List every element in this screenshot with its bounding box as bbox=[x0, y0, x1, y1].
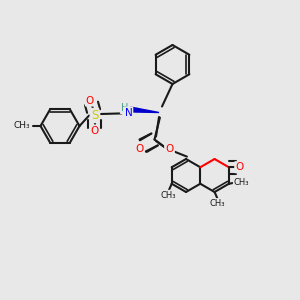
Text: O: O bbox=[86, 95, 94, 106]
Text: O: O bbox=[165, 143, 174, 154]
Text: N: N bbox=[124, 107, 132, 118]
Text: CH₃: CH₃ bbox=[14, 122, 30, 130]
Text: O: O bbox=[90, 125, 99, 136]
Text: H: H bbox=[121, 103, 128, 113]
Text: O: O bbox=[135, 143, 144, 154]
Text: O: O bbox=[135, 143, 144, 154]
Text: O: O bbox=[165, 143, 174, 154]
Text: CH₃: CH₃ bbox=[161, 191, 176, 200]
Text: S: S bbox=[91, 109, 98, 122]
Text: CH₃: CH₃ bbox=[210, 199, 225, 208]
Text: CH₃: CH₃ bbox=[234, 178, 249, 187]
Text: O: O bbox=[235, 162, 244, 172]
Polygon shape bbox=[130, 107, 159, 112]
